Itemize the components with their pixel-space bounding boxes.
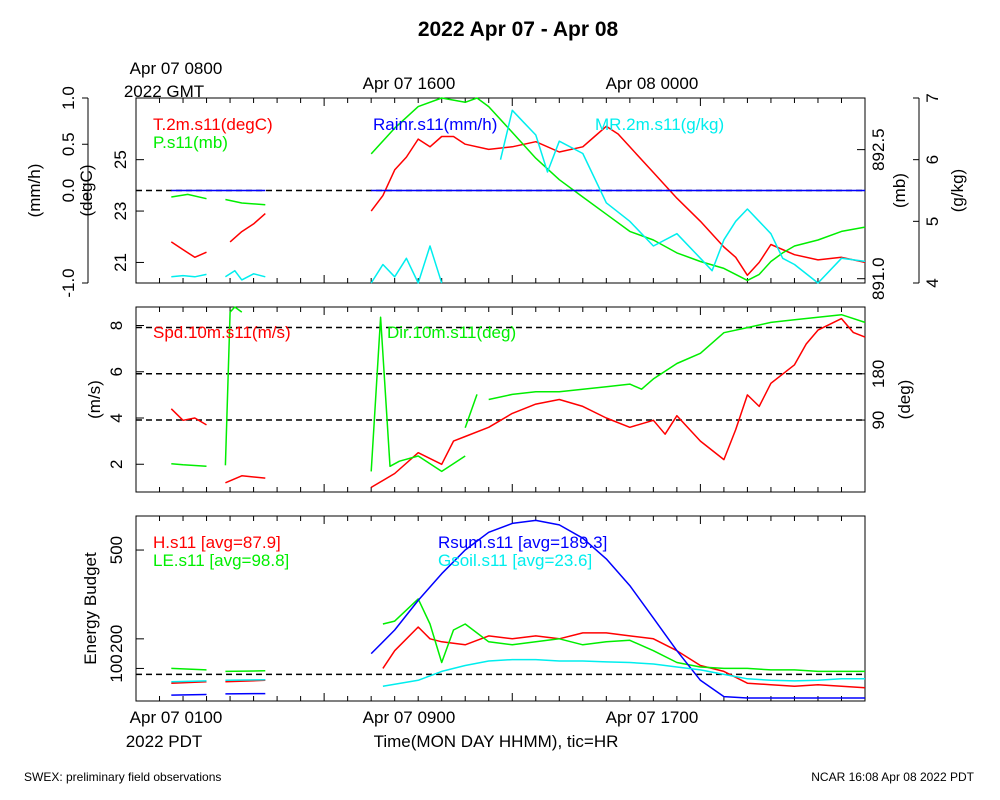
legend-label: Gsoil.s11 [avg=23.6] <box>438 551 592 570</box>
y-axis-label: (m/s) <box>85 380 104 419</box>
series-line-red <box>170 241 207 259</box>
tick-labels: -1.0 0.0 0.5 1.0 21 23 25 891.0 892.5 4 5 6 7 2 4 6 8 90 1… <box>59 86 942 682</box>
chart-title: 2022 Apr 07 - Apr 08 <box>418 18 619 41</box>
series-line-cyan <box>171 680 207 683</box>
series-line-red <box>170 408 207 426</box>
right-y-tick-label: 6 <box>923 155 942 164</box>
axis-ticks <box>82 97 920 701</box>
legend-label: Rsum.s11 [avg=189.3] <box>438 533 607 552</box>
series-line-cyan <box>171 273 207 278</box>
top-tick-label-last: Apr 08 0000 <box>606 74 699 93</box>
right-y-tick-label: 90 <box>869 411 888 430</box>
right-y-tick-label: 7 <box>923 93 942 102</box>
series-line-green <box>225 198 266 206</box>
series-line-green <box>171 462 207 468</box>
y-axis-label: Energy Budget <box>81 552 100 665</box>
legend-label: H.s11 [avg=87.9] <box>153 533 281 552</box>
bottom-tick-label-first-line2: 2022 PDT <box>126 732 203 751</box>
right-y-tick-label: 891.0 <box>869 257 888 300</box>
right-y-tick-label: 180 <box>869 360 888 388</box>
x-axis-label: Time(MON DAY HHMM), tic=HR <box>374 732 619 751</box>
right-y-tick-label: 892.5 <box>869 128 888 171</box>
series-line-cyan <box>225 678 266 682</box>
series-line-red <box>382 626 866 689</box>
bottom-tick-label-mid: Apr 07 0900 <box>363 708 456 727</box>
y-tick-label: 4 <box>107 413 126 422</box>
y-tick-label: 200 <box>107 625 126 653</box>
series-line-blue <box>171 693 207 696</box>
footer-left: SWEX: preliminary field observations <box>24 770 221 784</box>
y-tick-label: 8 <box>107 321 126 330</box>
series-line-green <box>224 306 243 466</box>
y-tick-label: -1.0 <box>59 268 78 297</box>
right-y-axis-label: (mb) <box>890 173 909 208</box>
series-line-green <box>382 598 865 673</box>
y-tick-label: 500 <box>107 536 126 564</box>
footer-right: NCAR 16:08 Apr 08 2022 PDT <box>811 770 974 784</box>
reference-lines <box>136 189 865 676</box>
legends: T.2m.s11(degC)P.s11(mb) Rainr.s11(mm/h) MR… <box>153 115 724 570</box>
series-line-cyan <box>499 109 866 284</box>
series-line-green <box>225 670 266 673</box>
y-tick-label: 25 <box>111 150 130 169</box>
series-line-green <box>370 316 466 473</box>
series-line-green <box>171 193 207 200</box>
legend-label: T.2m.s11(degC) <box>153 115 273 134</box>
legend-label: Spd.10m.s11(m/s) <box>153 323 291 342</box>
legend-label: MR.2m.s11(g/kg) <box>595 115 724 134</box>
right-y-axis-label: (g/kg) <box>948 169 967 212</box>
y-tick-label: 6 <box>107 367 126 376</box>
series-line-red <box>370 317 866 489</box>
series-line-red <box>225 475 266 484</box>
top-tick-label-first-line2: 2022 GMT <box>124 82 204 101</box>
right-y-axis-label: (deg) <box>895 380 914 420</box>
series-line-cyan <box>370 245 443 284</box>
y-tick-label: 100 <box>107 654 126 682</box>
panel-3-frame <box>135 515 866 702</box>
top-tick-label-first-line1: Apr 07 0800 <box>130 59 223 78</box>
y-tick-label: 21 <box>111 253 130 272</box>
y-tick-label: 0.0 <box>59 179 78 203</box>
y-tick-label: 23 <box>111 202 130 221</box>
legend-label: LE.s11 [avg=98.8] <box>153 551 289 570</box>
panel-2-frame <box>135 306 866 493</box>
series-line-cyan <box>382 658 865 687</box>
series-line-blue <box>370 519 865 699</box>
bottom-tick-label-last: Apr 07 1700 <box>606 708 699 727</box>
legend-label: P.s11(mb) <box>153 133 228 152</box>
y-tick-label: 1.0 <box>59 86 78 110</box>
series-line-red <box>370 125 866 277</box>
series-line-green <box>171 667 207 671</box>
y-axis-label: (degC) <box>77 165 96 217</box>
series-line-cyan <box>224 269 266 281</box>
legend-label: Rainr.s11(mm/h) <box>373 115 497 134</box>
series-line-green <box>488 313 866 401</box>
legend-label: Dir.10m.s11(deg) <box>387 323 516 342</box>
series-line-red <box>229 213 266 243</box>
right-y-tick-label: 4 <box>923 278 942 287</box>
bottom-tick-label-first-line1: Apr 07 0100 <box>130 708 223 727</box>
axis-labels: (mm/h) (degC) (mb) (g/kg) (m/s) (deg) Energy B… <box>25 164 967 665</box>
y-tick-label: 2 <box>107 460 126 469</box>
right-y-tick-label: 5 <box>923 217 942 226</box>
data-series <box>170 97 866 699</box>
y-axis-label: (mm/h) <box>25 164 44 218</box>
top-tick-label-mid: Apr 07 1600 <box>363 74 456 93</box>
series-line-green <box>464 394 478 429</box>
y-tick-label: 0.5 <box>59 132 78 156</box>
series-line-red <box>171 681 207 684</box>
